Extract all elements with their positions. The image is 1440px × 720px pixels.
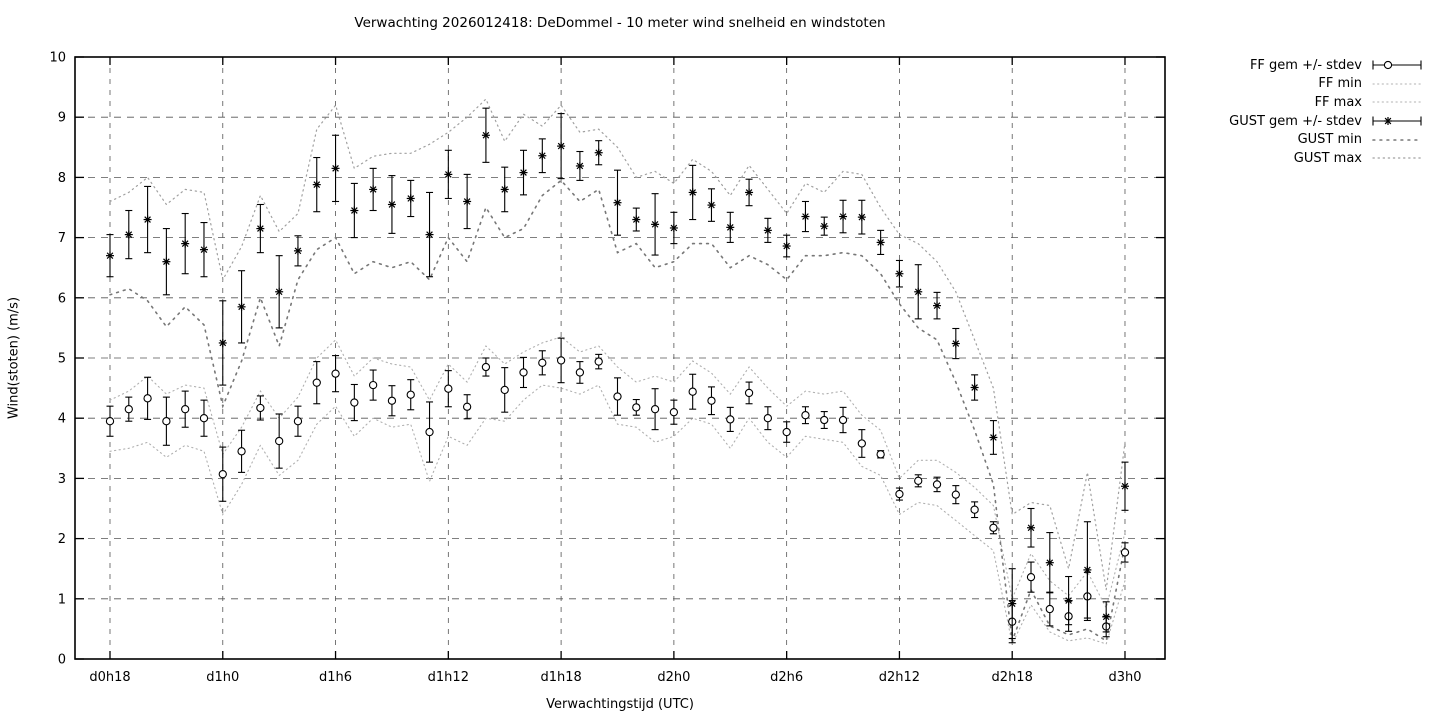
x-tick-label: d2h12 — [879, 670, 920, 685]
y-tick-label: 5 — [58, 352, 66, 367]
series-gust_min — [109, 179, 1126, 643]
legend-item-label: FF min — [1318, 76, 1362, 92]
y-tick-label: 1 — [58, 592, 66, 607]
y-tick-label: 3 — [58, 472, 66, 487]
y-tick-label: 2 — [58, 532, 66, 547]
legend: FF gem +/- stdev FF min FF max GUST gem +/-… — [1229, 56, 1423, 168]
legend-item-label: GUST gem +/- stdev — [1229, 113, 1362, 129]
x-tick-label: d1h18 — [540, 670, 581, 685]
y-tick-label: 8 — [58, 171, 66, 186]
legend-item-label: GUST min — [1297, 132, 1362, 148]
legend-item-sample — [1372, 157, 1422, 159]
y-tick-label: 7 — [58, 231, 66, 246]
x-tick-label: d1h12 — [428, 670, 469, 685]
legend-item-label: GUST max — [1293, 150, 1362, 166]
y-tick-label: 10 — [49, 51, 66, 66]
x-tick-label: d2h0 — [657, 670, 690, 685]
x-tick-label: d1h0 — [206, 670, 239, 685]
legend-item-label: FF gem +/- stdev — [1249, 57, 1362, 73]
legend-item-sample — [1372, 138, 1422, 141]
legend-item-ff_gem: FF gem +/- stdev — [1229, 56, 1423, 75]
legend-item-gust_gem: GUST gem +/- stdev — [1229, 112, 1423, 131]
series-gust_max — [109, 98, 1126, 590]
series-gust_gem — [106, 107, 1129, 640]
legend-item-sample — [1372, 60, 1422, 70]
y-tick-label: 4 — [58, 412, 66, 427]
grid-lines — [75, 57, 1165, 659]
x-tick-label: d2h6 — [770, 670, 803, 685]
legend-item-ff_min: FF min — [1229, 75, 1423, 94]
series-ff_min — [109, 384, 1126, 646]
x-tick-label: d2h18 — [992, 670, 1033, 685]
chart-title: Verwachting 2026012418: DeDommel - 10 me… — [354, 15, 886, 31]
series-ff_gem — [105, 337, 1130, 644]
legend-item-gust_max: GUST max — [1229, 149, 1423, 168]
y-tick-label: 0 — [58, 653, 66, 668]
axes: d0h18 d1h0 d1h6 d1h12 d1h18 d2h0 d2h6 d2h12 d2h1… — [49, 51, 1166, 685]
legend-item-label: FF max — [1314, 94, 1362, 110]
x-tick-label: d3h0 — [1108, 670, 1141, 685]
y-tick-label: 9 — [58, 111, 66, 126]
x-tick-label: d1h6 — [319, 670, 352, 685]
legend-item-gust_min: GUST min — [1229, 130, 1423, 149]
legend-item-sample — [1372, 83, 1422, 85]
legend-item-sample — [1372, 101, 1422, 104]
legend-item-ff_max: FF max — [1229, 93, 1423, 112]
legend-item-sample — [1372, 116, 1422, 126]
x-tick-label: d0h18 — [89, 670, 130, 685]
y-tick-label: 6 — [58, 291, 66, 306]
x-axis-label: Verwachtingstijd (UTC) — [546, 697, 694, 712]
